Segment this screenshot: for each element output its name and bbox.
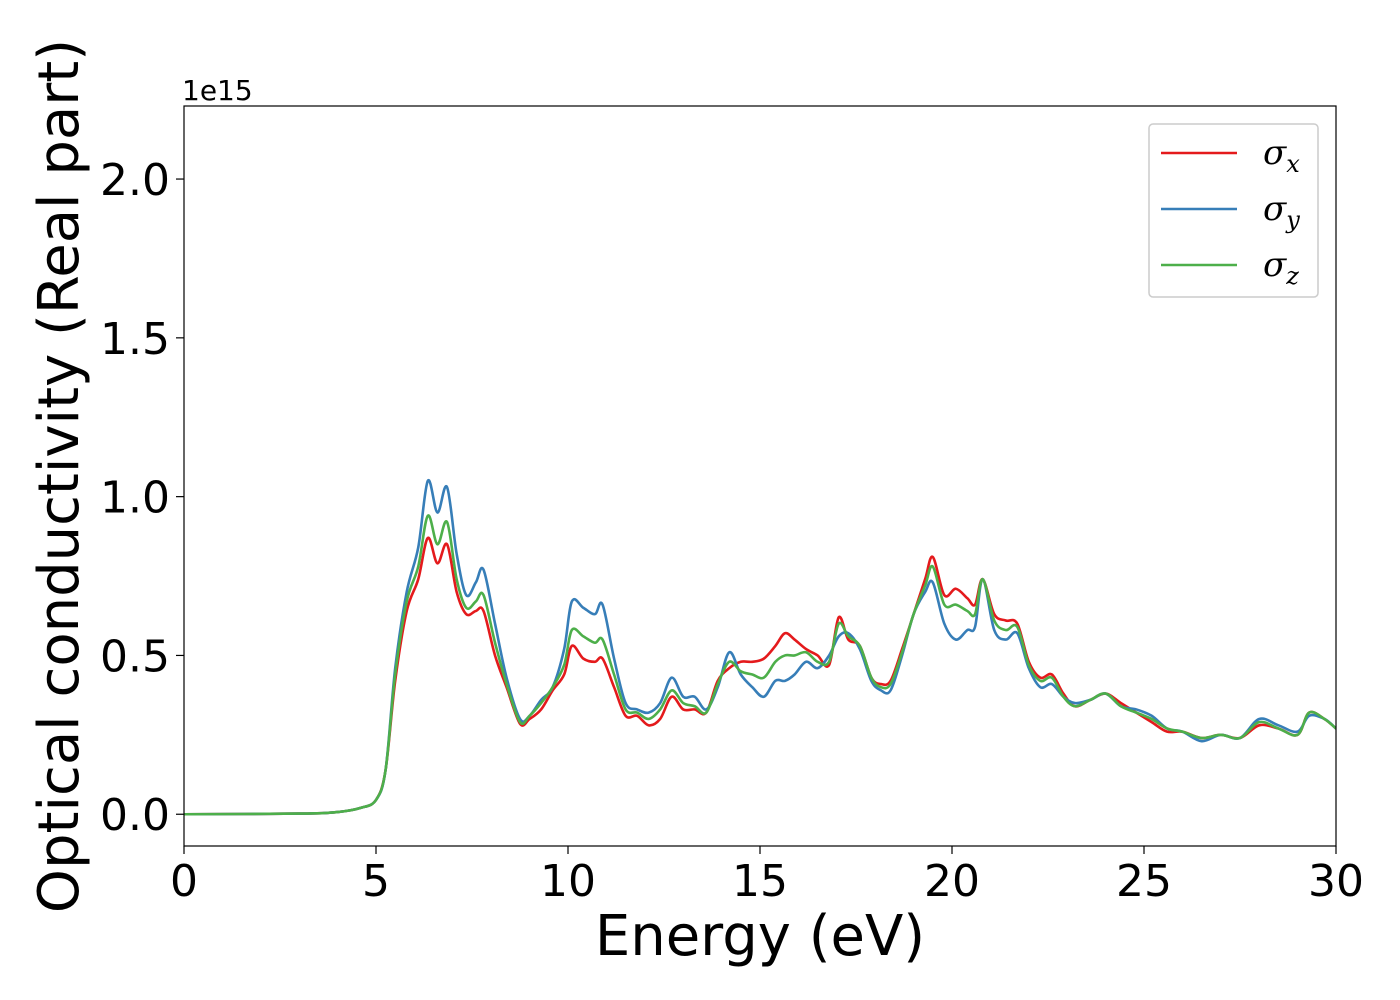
legend-subscript: y [1285, 206, 1300, 234]
legend-label-z: σz [1263, 245, 1299, 290]
legend-label-y: σy [1263, 189, 1300, 234]
y-tick-label: 0.0 [100, 790, 170, 841]
y-tick-label: 1.0 [100, 473, 170, 524]
series-line-z [184, 514, 1336, 816]
legend-box [1148, 123, 1319, 298]
x-tick-label: 10 [540, 856, 596, 907]
x-axis-ticks: 0 5 10 15 20 25 30 [170, 846, 1364, 907]
y-axis-label: Optical conductivity (Real part) [27, 39, 92, 913]
x-tick-label: 30 [1308, 856, 1364, 907]
x-tick-label: 5 [362, 856, 390, 907]
legend-subscript: z [1285, 262, 1299, 290]
legend-symbol: σ [1263, 189, 1287, 229]
y-tick-label: 0.5 [100, 631, 170, 682]
legend-symbol: σ [1263, 133, 1287, 173]
x-tick-label: 15 [732, 856, 788, 907]
y-tick-label: 1.5 [100, 314, 170, 365]
x-axis-label: Energy (eV) [595, 904, 925, 969]
y-tick-label: 2.0 [100, 155, 170, 206]
legend-subscript: x [1286, 150, 1300, 178]
legend-label-x: σx [1263, 133, 1300, 178]
series-layer [184, 479, 1336, 816]
x-tick-label: 20 [924, 856, 980, 907]
y-offset-label: 1e15 [182, 74, 253, 107]
x-tick-label: 0 [170, 856, 198, 907]
x-tick-label: 25 [1116, 856, 1172, 907]
y-axis-ticks: 0.0 0.5 1.0 1.5 2.0 [100, 155, 184, 841]
legend-symbol: σ [1263, 245, 1287, 285]
